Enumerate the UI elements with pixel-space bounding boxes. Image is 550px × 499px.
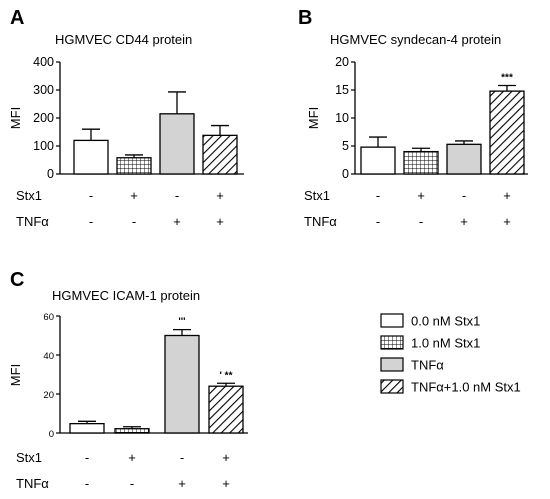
legend-swatch (380, 379, 404, 394)
factor-sign: + (178, 476, 186, 491)
bar (114, 428, 150, 434)
factor-label: Stx1 (304, 188, 330, 203)
legend-swatch (380, 335, 404, 350)
panel-c-y-label: MFI (8, 364, 23, 386)
bar (159, 113, 195, 175)
factor-sign: + (503, 188, 511, 203)
panel-b-factor-table: Stx1 - + - + TNFα - - + + (304, 188, 511, 229)
panel-letter-b: B (298, 7, 312, 29)
factor-sign: + (216, 214, 224, 229)
factor-sign: - (89, 188, 93, 203)
panel-letter-a: A (10, 7, 24, 29)
y-tick-label: 10 (335, 111, 349, 125)
bar (446, 143, 482, 175)
panel-a: A HGMVEC CD44 protein MFI 0100200300400 … (8, 7, 244, 229)
bar (202, 134, 238, 175)
y-tick-label: 20 (335, 55, 349, 69)
panel-b-bars: *** (360, 73, 525, 175)
factor-sign: + (216, 188, 224, 203)
factor-sign: + (222, 450, 230, 465)
significance-label: *** (501, 73, 513, 84)
panel-a-factor-table: Stx1 - + - + TNFα - - + + (16, 188, 224, 229)
legend-label: 0.0 nM Stx1 (411, 314, 480, 329)
significance-label: ' ** (220, 370, 233, 381)
legend-swatch (380, 357, 404, 372)
y-tick-label: 400 (33, 55, 54, 69)
panel-a-title: HGMVEC CD44 protein (55, 32, 192, 47)
factor-sign: - (132, 214, 136, 229)
factor-sign: - (376, 188, 380, 203)
y-tick-label: 100 (33, 139, 54, 153)
factor-sign: - (130, 476, 134, 491)
bar (116, 157, 152, 175)
factor-label: TNFα (16, 214, 49, 229)
factor-sign: - (462, 188, 466, 203)
factor-label: TNFα (16, 476, 49, 491)
factor-sign: + (460, 214, 468, 229)
bar (73, 139, 109, 175)
factor-sign: + (503, 214, 511, 229)
panel-b-y-label: MFI (306, 107, 321, 129)
factor-sign: - (89, 214, 93, 229)
panel-a-axes: 0 100 200 300 400 (33, 55, 244, 181)
panel-b-title: HGMVEC syndecan-4 protein (330, 32, 501, 47)
y-tick-label: 60 (43, 312, 54, 323)
legend-swatch (380, 313, 404, 328)
y-tick-label: 15 (335, 83, 349, 97)
factor-sign: - (419, 214, 423, 229)
legend-label: 1.0 nM Stx1 (411, 336, 480, 351)
factor-sign: - (85, 476, 89, 491)
bar (208, 385, 244, 434)
factor-label: Stx1 (16, 450, 42, 465)
factor-sign: + (130, 188, 138, 203)
panel-a-y-label: MFI (8, 107, 23, 129)
y-tick-label: 5 (342, 139, 349, 153)
factor-sign: + (222, 476, 230, 491)
factor-sign: - (180, 450, 184, 465)
factor-sign: - (376, 214, 380, 229)
panel-a-bars (73, 91, 238, 175)
panel-c-factor-table: Stx1 - + - + TNFα - - + + (16, 450, 230, 491)
y-tick-label: 40 (43, 351, 54, 362)
factor-sign: + (173, 214, 181, 229)
y-tick-label: 0 (47, 167, 54, 181)
bar (403, 150, 439, 175)
significance-label: ''' (178, 317, 185, 328)
y-tick-label: 200 (33, 111, 54, 125)
panel-letter-c: C (10, 269, 24, 291)
panel-c-bars: ''' ' ** (69, 317, 244, 434)
y-tick-label: 300 (33, 83, 54, 97)
legend-label: TNFα+1.0 nM Stx1 (411, 380, 521, 395)
y-tick-label: 0 (342, 167, 349, 181)
bar (489, 90, 525, 175)
factor-label: Stx1 (16, 188, 42, 203)
factor-sign: + (128, 450, 136, 465)
factor-sign: - (175, 188, 179, 203)
y-tick-label: 0 (49, 429, 54, 440)
panel-b: B HGMVEC syndecan-4 protein MFI 0 5 10 15 20… (298, 7, 528, 229)
factor-sign: - (85, 450, 89, 465)
factor-label: TNFα (304, 214, 337, 229)
panel-c-title: HGMVEC ICAM-1 protein (52, 288, 200, 303)
bar (69, 422, 105, 434)
legend-label: TNFα (411, 358, 444, 373)
bar (360, 146, 396, 175)
bar (164, 334, 200, 434)
y-tick-label: 20 (43, 390, 54, 401)
factor-sign: + (417, 188, 425, 203)
legend: 0.0 nM Stx1 1.0 nM Stx1 TNFα TNFα+1.0 nM St… (380, 313, 521, 395)
